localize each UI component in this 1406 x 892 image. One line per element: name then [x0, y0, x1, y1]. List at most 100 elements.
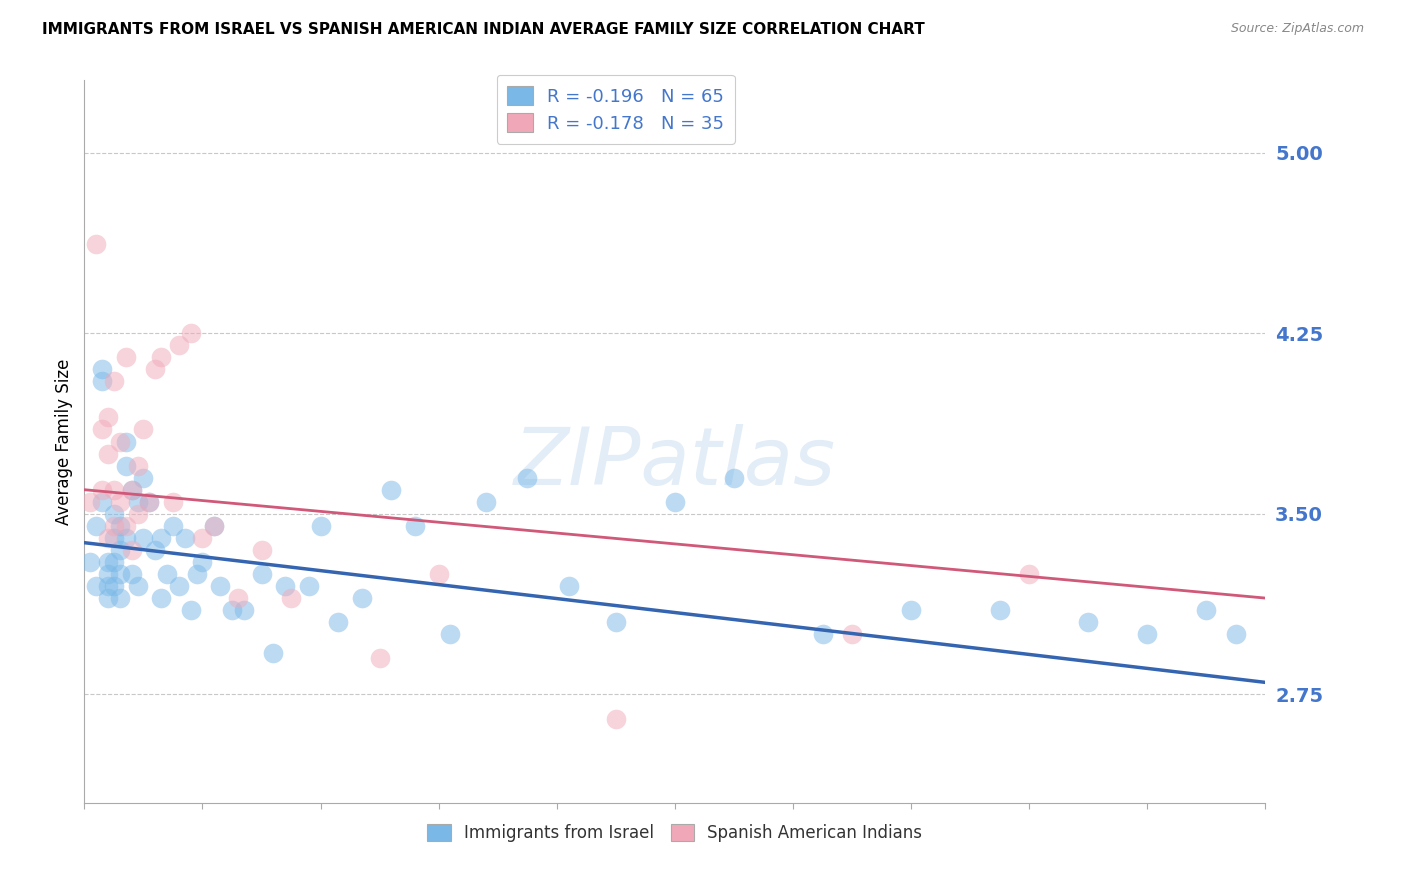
- Point: [97, 567, 120, 582]
- Point: [103, 518, 125, 533]
- Point: [84, 518, 107, 533]
- Point: [127, 507, 149, 521]
- Point: [350, 591, 373, 605]
- Point: [132, 422, 155, 436]
- Point: [114, 350, 136, 364]
- Point: [180, 603, 202, 617]
- Point: [162, 494, 184, 508]
- Point: [605, 711, 627, 725]
- Point: [150, 531, 173, 545]
- Point: [209, 579, 232, 593]
- Point: [309, 518, 332, 533]
- Point: [108, 494, 131, 508]
- Point: [150, 350, 173, 364]
- Point: [91, 494, 114, 508]
- Point: [143, 542, 166, 557]
- Point: [173, 531, 195, 545]
- Point: [202, 518, 225, 533]
- Point: [439, 627, 461, 641]
- Point: [1018, 567, 1040, 582]
- Point: [132, 470, 155, 484]
- Point: [328, 615, 350, 630]
- Point: [108, 542, 131, 557]
- Point: [127, 458, 149, 473]
- Point: [380, 483, 402, 497]
- Point: [108, 518, 131, 533]
- Point: [103, 531, 125, 545]
- Point: [368, 651, 391, 665]
- Point: [138, 494, 160, 508]
- Text: IMMIGRANTS FROM ISRAEL VS SPANISH AMERICAN INDIAN AVERAGE FAMILY SIZE CORRELATIO: IMMIGRANTS FROM ISRAEL VS SPANISH AMERIC…: [42, 22, 925, 37]
- Point: [186, 567, 208, 582]
- Point: [1077, 615, 1099, 630]
- Point: [97, 410, 120, 425]
- Point: [79, 494, 101, 508]
- Point: [108, 567, 131, 582]
- Point: [121, 483, 143, 497]
- Point: [91, 375, 114, 389]
- Point: [811, 627, 834, 641]
- Point: [79, 555, 101, 569]
- Point: [250, 567, 273, 582]
- Point: [232, 603, 254, 617]
- Point: [404, 518, 426, 533]
- Point: [900, 603, 922, 617]
- Point: [84, 579, 107, 593]
- Point: [114, 531, 136, 545]
- Point: [167, 579, 190, 593]
- Point: [127, 579, 149, 593]
- Point: [167, 338, 190, 352]
- Point: [723, 470, 745, 484]
- Point: [121, 483, 143, 497]
- Point: [121, 567, 143, 582]
- Point: [162, 518, 184, 533]
- Point: [127, 494, 149, 508]
- Point: [664, 494, 686, 508]
- Legend: Immigrants from Israel, Spanish American Indians: Immigrants from Israel, Spanish American…: [420, 817, 929, 848]
- Point: [84, 237, 107, 252]
- Point: [103, 375, 125, 389]
- Point: [121, 542, 143, 557]
- Point: [91, 362, 114, 376]
- Point: [191, 555, 214, 569]
- Point: [250, 542, 273, 557]
- Point: [605, 615, 627, 630]
- Point: [557, 579, 579, 593]
- Point: [1225, 627, 1247, 641]
- Point: [1195, 603, 1218, 617]
- Point: [143, 362, 166, 376]
- Text: Source: ZipAtlas.com: Source: ZipAtlas.com: [1230, 22, 1364, 36]
- Point: [138, 494, 160, 508]
- Point: [516, 470, 538, 484]
- Point: [202, 518, 225, 533]
- Point: [988, 603, 1011, 617]
- Point: [226, 591, 249, 605]
- Point: [280, 591, 302, 605]
- Point: [132, 531, 155, 545]
- Point: [97, 446, 120, 460]
- Point: [97, 555, 120, 569]
- Point: [108, 591, 131, 605]
- Point: [114, 518, 136, 533]
- Point: [427, 567, 450, 582]
- Point: [103, 555, 125, 569]
- Point: [91, 422, 114, 436]
- Point: [180, 326, 202, 340]
- Point: [1136, 627, 1159, 641]
- Point: [274, 579, 297, 593]
- Point: [97, 531, 120, 545]
- Point: [97, 591, 120, 605]
- Point: [91, 483, 114, 497]
- Point: [103, 507, 125, 521]
- Point: [221, 603, 243, 617]
- Point: [97, 579, 120, 593]
- Point: [156, 567, 179, 582]
- Point: [298, 579, 321, 593]
- Point: [114, 458, 136, 473]
- Point: [103, 579, 125, 593]
- Point: [103, 483, 125, 497]
- Text: ZIPatlas: ZIPatlas: [513, 425, 837, 502]
- Point: [475, 494, 498, 508]
- Point: [191, 531, 214, 545]
- Point: [262, 647, 284, 661]
